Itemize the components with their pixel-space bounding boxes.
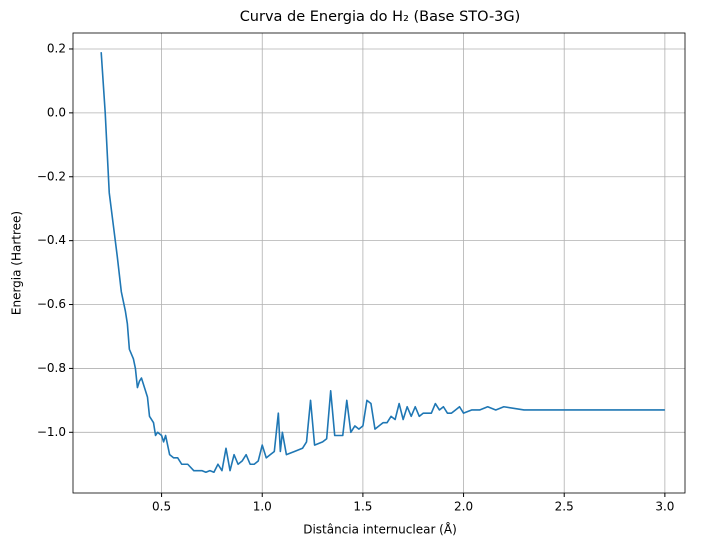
y-tick-label: 0.0 bbox=[47, 105, 66, 119]
x-tick-label: 2.5 bbox=[555, 500, 574, 514]
y-tick-label: −0.4 bbox=[37, 233, 66, 247]
x-tick-label: 1.0 bbox=[253, 500, 272, 514]
x-tick-label: 3.0 bbox=[655, 500, 674, 514]
x-tick-label: 0.5 bbox=[152, 500, 171, 514]
y-tick-label: −0.6 bbox=[37, 297, 66, 311]
x-axis-label: Distância internuclear (Å) bbox=[303, 522, 457, 537]
y-axis-label: Energia (Hartree) bbox=[10, 211, 24, 315]
chart-title: Curva de Energia do H₂ (Base STO-3G) bbox=[240, 9, 521, 25]
x-tick-label: 1.5 bbox=[353, 500, 372, 514]
y-tick-label: −0.8 bbox=[37, 361, 66, 375]
plot-frame bbox=[72, 32, 686, 494]
y-tick-label: −1.0 bbox=[37, 425, 66, 439]
y-tick-label: 0.2 bbox=[47, 41, 66, 55]
y-tick-label: −0.2 bbox=[37, 169, 66, 183]
data-line bbox=[100, 52, 665, 474]
x-tick-label: 2.0 bbox=[454, 500, 473, 514]
